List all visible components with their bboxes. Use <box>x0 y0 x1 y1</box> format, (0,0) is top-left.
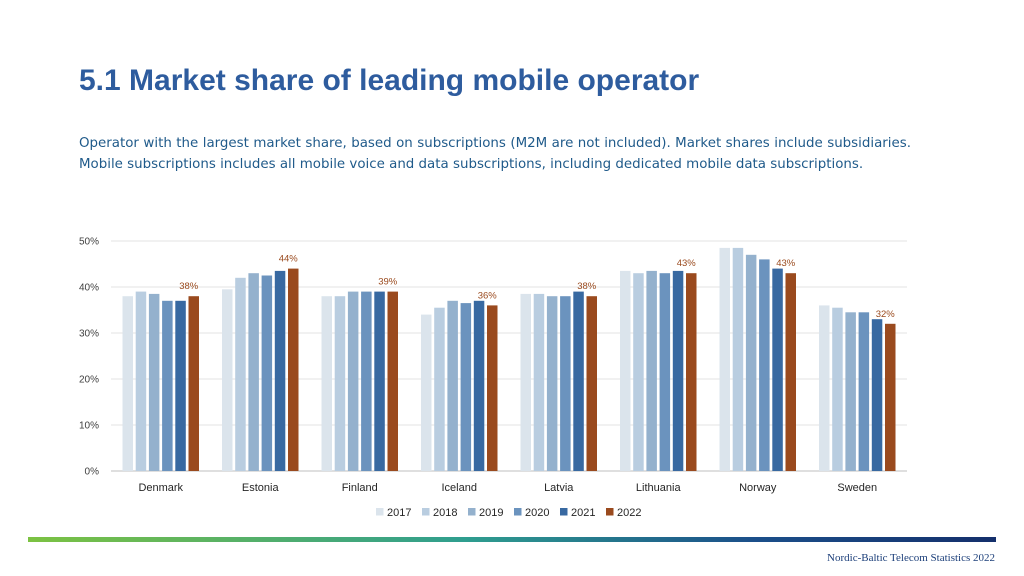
bar-sweden-2020 <box>858 312 870 471</box>
bar-iceland-2022 <box>487 305 498 471</box>
legend-label-2021: 2021 <box>571 507 595 519</box>
legend-swatch-2019 <box>468 508 476 516</box>
y-tick-label: 20% <box>79 375 99 386</box>
x-tick-label: Sweden <box>837 482 877 494</box>
bar-lithuania-2021 <box>672 270 684 471</box>
data-label-estonia: 44% <box>279 254 299 265</box>
bar-norway-2017 <box>719 247 730 471</box>
data-label-finland: 39% <box>378 277 398 288</box>
y-tick-label: 10% <box>79 421 99 432</box>
bar-lithuania-2019 <box>646 270 657 471</box>
data-label-denmark: 38% <box>179 281 199 292</box>
bar-estonia-2020 <box>261 275 273 471</box>
bar-lithuania-2020 <box>659 273 671 471</box>
bar-latvia-2020 <box>560 296 571 471</box>
bar-lithuania-2017 <box>620 270 631 471</box>
bar-estonia-2017 <box>222 289 233 471</box>
bar-finland-2022 <box>387 291 398 471</box>
bar-estonia-2019 <box>248 273 259 471</box>
data-label-latvia: 38% <box>577 281 597 292</box>
bar-estonia-2021 <box>274 270 286 471</box>
bar-iceland-2021 <box>473 300 485 471</box>
data-label-sweden: 32% <box>876 309 896 320</box>
bar-iceland-2019 <box>447 300 458 471</box>
legend-label-2020: 2020 <box>525 507 549 519</box>
x-tick-label: Denmark <box>138 482 183 494</box>
x-tick-label: Latvia <box>544 482 574 494</box>
bar-iceland-2018 <box>434 307 445 471</box>
bar-lithuania-2018 <box>633 273 644 471</box>
bar-iceland-2020 <box>460 303 472 471</box>
bar-latvia-2018 <box>533 293 545 471</box>
bar-latvia-2021 <box>573 291 584 471</box>
bar-sweden-2019 <box>845 312 856 471</box>
legend-swatch-2018 <box>422 508 430 516</box>
legend-swatch-2017 <box>376 508 384 516</box>
bar-denmark-2020 <box>162 300 173 471</box>
x-tick-label: Norway <box>739 482 777 494</box>
y-tick-label: 0% <box>85 467 100 478</box>
bar-norway-2021 <box>772 268 783 471</box>
bar-norway-2020 <box>759 259 770 471</box>
bar-denmark-2018 <box>135 291 147 471</box>
bar-iceland-2017 <box>421 314 432 471</box>
chart-description: Operator with the largest market share, … <box>79 136 911 172</box>
bar-norway-2022 <box>785 273 796 471</box>
bar-finland-2017 <box>321 296 332 471</box>
bar-denmark-2017 <box>122 296 133 471</box>
bar-finland-2018 <box>334 296 346 471</box>
footer-source: Nordic-Baltic Telecom Statistics 2022 <box>827 552 995 564</box>
bar-denmark-2019 <box>148 293 160 471</box>
bar-sweden-2022 <box>885 323 896 471</box>
x-tick-label: Lithuania <box>636 482 682 494</box>
legend-label-2022: 2022 <box>617 507 641 519</box>
bar-estonia-2022 <box>288 268 299 471</box>
bar-lithuania-2022 <box>686 273 697 471</box>
bar-norway-2018 <box>732 247 744 471</box>
bar-norway-2019 <box>745 254 757 471</box>
bar-sweden-2021 <box>871 319 883 471</box>
legend-label-2018: 2018 <box>433 507 457 519</box>
bar-latvia-2019 <box>546 296 558 471</box>
page-title: 5.1 Market share of leading mobile opera… <box>79 64 700 97</box>
x-tick-label: Iceland <box>442 482 477 494</box>
x-tick-label: Finland <box>342 482 378 494</box>
legend-swatch-2022 <box>606 508 614 516</box>
legend-label-2019: 2019 <box>479 507 503 519</box>
legend-label-2017: 2017 <box>387 507 411 519</box>
bar-latvia-2017 <box>520 293 531 471</box>
bar-finland-2021 <box>374 291 385 471</box>
bar-estonia-2018 <box>235 277 246 471</box>
x-tick-label: Estonia <box>242 482 280 494</box>
data-label-norway: 43% <box>776 258 796 269</box>
data-label-lithuania: 43% <box>677 258 697 269</box>
bar-denmark-2022 <box>188 296 199 471</box>
legend-swatch-2021 <box>560 508 568 516</box>
bar-finland-2019 <box>347 291 359 471</box>
y-tick-label: 30% <box>79 329 99 340</box>
footer-gradient-bar <box>28 537 996 542</box>
market-share-bar-chart: 0% 10% 20% 30% 40% 50% 38% Denmark 44% Estonia 39%… <box>79 237 907 519</box>
bar-latvia-2022 <box>586 296 597 471</box>
y-tick-label: 40% <box>79 283 99 294</box>
bar-sweden-2017 <box>819 305 830 471</box>
legend-swatch-2020 <box>514 508 522 516</box>
bar-finland-2020 <box>361 291 372 471</box>
y-tick-label: 50% <box>79 237 99 248</box>
data-label-iceland: 36% <box>478 290 498 301</box>
bar-denmark-2021 <box>175 300 186 471</box>
bar-sweden-2018 <box>832 307 843 471</box>
